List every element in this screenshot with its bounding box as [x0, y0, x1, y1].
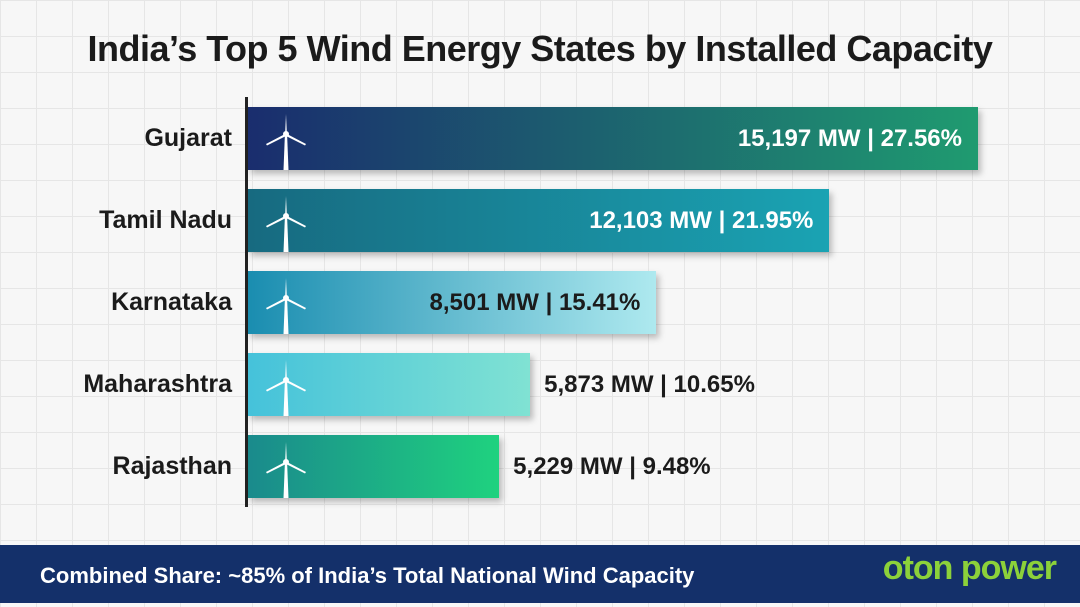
wind-turbine-icon	[266, 196, 306, 257]
category-label: Tamil Nadu	[99, 206, 232, 234]
bar-row: Tamil Nadu 12,103 MW | 21.95%	[0, 189, 1080, 252]
data-label: 12,103 MW | 21.95%	[589, 207, 814, 234]
bar-row: Karnataka 8,501 MW | 15.41%	[0, 271, 1080, 334]
data-label: 8,501 MW | 15.41%	[429, 289, 641, 316]
footer: Combined Share: ~85% of India’s Total Na…	[0, 545, 1080, 603]
bar-row: Rajasthan 5,229 MW | 9.48%	[0, 435, 1080, 498]
wind-turbine-icon	[266, 278, 306, 339]
chart-title: India’s Top 5 Wind Energy States by Inst…	[87, 28, 993, 69]
bar	[248, 107, 978, 170]
category-label: Karnataka	[111, 288, 232, 316]
wind-turbine-icon	[266, 360, 306, 421]
bar	[248, 435, 500, 498]
category-label: Gujarat	[144, 124, 232, 152]
data-label: 5,229 MW | 9.48%	[513, 453, 711, 480]
footer-text: Combined Share: ~85% of India’s Total Na…	[40, 563, 695, 588]
bar	[248, 189, 830, 252]
bar	[248, 353, 531, 416]
bar	[248, 271, 657, 334]
category-label: Maharashtra	[83, 370, 232, 398]
y-axis-line	[245, 97, 248, 507]
data-label: 5,873 MW | 10.65%	[544, 371, 755, 398]
bar-row: Gujarat 15,197 MW | 27.56%	[0, 107, 1080, 170]
bar-row: Maharashtra 5,873 MW | 10.65%	[0, 353, 1080, 416]
wind-turbine-icon	[266, 114, 306, 175]
oton-power-logo: oton power	[882, 549, 1057, 587]
wind-turbine-icon	[266, 442, 306, 503]
data-label: 15,197 MW | 27.56%	[737, 125, 962, 152]
category-label: Rajasthan	[112, 452, 232, 480]
